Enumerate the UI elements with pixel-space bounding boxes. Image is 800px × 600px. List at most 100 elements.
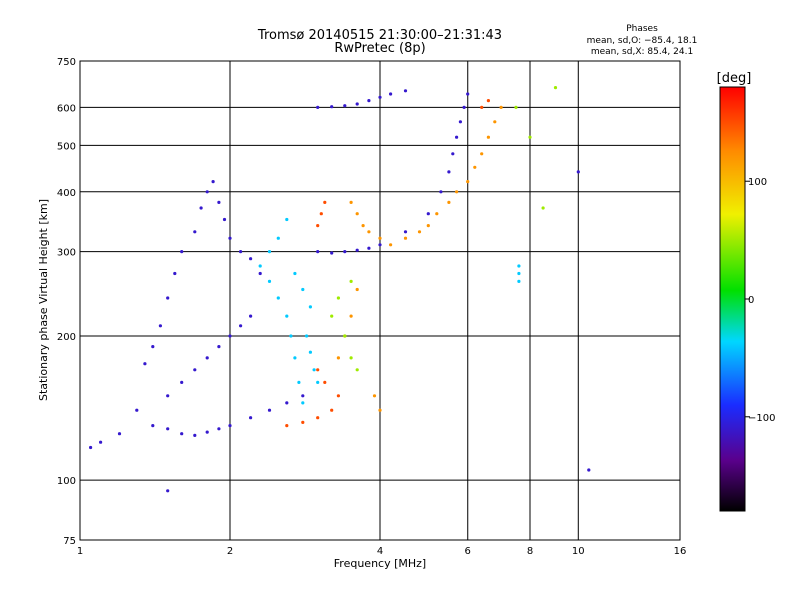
data-point xyxy=(316,380,320,384)
data-point xyxy=(447,170,451,174)
data-point xyxy=(267,279,272,283)
y-tick-label: 200 xyxy=(57,332,76,343)
data-point xyxy=(293,271,297,276)
data-point xyxy=(541,206,545,210)
data-point xyxy=(308,350,312,354)
data-point xyxy=(305,334,309,338)
data-point xyxy=(249,314,253,318)
data-point xyxy=(514,105,518,109)
data-point xyxy=(222,217,227,222)
data-point xyxy=(486,135,490,139)
colorbar-tick-label: −100 xyxy=(748,413,775,424)
data-point xyxy=(289,334,293,338)
data-point xyxy=(367,246,371,250)
data-point xyxy=(316,416,320,420)
x-tick-label: 4 xyxy=(377,546,383,557)
data-point xyxy=(367,99,371,103)
data-point xyxy=(205,430,209,434)
colorbar-tick-label: 100 xyxy=(748,177,767,188)
data-point xyxy=(285,401,289,405)
data-point xyxy=(330,105,334,109)
y-tick-label: 100 xyxy=(57,476,76,487)
data-point xyxy=(180,250,184,254)
data-point xyxy=(528,135,532,139)
data-point xyxy=(249,257,253,261)
data-point xyxy=(480,152,484,156)
x-axis-label: Frequency [MHz] xyxy=(334,557,426,570)
data-point xyxy=(330,408,334,412)
data-point xyxy=(517,264,521,268)
data-point xyxy=(323,200,327,204)
data-point xyxy=(330,251,334,255)
data-point xyxy=(499,105,503,109)
data-point xyxy=(435,212,439,216)
data-point xyxy=(378,243,382,247)
data-point xyxy=(297,380,301,384)
data-point xyxy=(217,427,221,431)
axis-ticks: 1 2 4 6 8 10 16 75 100 200 300 400 500 600 750 xyxy=(57,57,686,557)
data-point xyxy=(258,264,262,268)
chart-subtitle: RwPretec (8p) xyxy=(334,41,425,56)
data-point xyxy=(166,489,170,493)
data-point xyxy=(316,224,320,228)
data-point xyxy=(447,200,451,204)
data-point xyxy=(143,362,147,366)
data-point xyxy=(117,432,122,436)
data-point xyxy=(355,248,359,252)
data-point xyxy=(285,424,289,428)
data-point xyxy=(493,120,497,124)
data-point xyxy=(199,206,203,210)
data-point xyxy=(228,334,232,338)
data-point xyxy=(553,86,558,90)
data-point xyxy=(455,190,459,194)
data-point xyxy=(89,445,93,450)
data-point xyxy=(180,380,184,384)
data-point xyxy=(258,271,262,276)
data-point xyxy=(239,324,243,328)
data-point xyxy=(336,356,340,360)
data-point xyxy=(455,135,459,139)
data-point xyxy=(301,401,305,405)
colorbar-ticks: 100 0 −100 xyxy=(745,177,775,424)
data-point xyxy=(180,432,184,436)
data-point xyxy=(587,468,591,472)
colorbar-tick-label: 0 xyxy=(748,295,754,306)
x-tick-label: 6 xyxy=(465,546,471,557)
data-point xyxy=(276,296,280,300)
data-point xyxy=(217,200,221,204)
y-tick-label: 750 xyxy=(57,57,76,68)
x-tick-label: 16 xyxy=(674,546,687,557)
x-tick-label: 2 xyxy=(227,546,233,557)
data-point xyxy=(439,190,443,194)
data-point xyxy=(323,380,327,384)
data-point xyxy=(151,345,155,349)
data-point xyxy=(389,243,393,247)
data-point xyxy=(173,271,177,276)
legend-line-o: mean, sd,O: −85.4, 18.1 xyxy=(587,36,698,46)
data-point xyxy=(308,305,312,309)
data-point xyxy=(361,224,365,228)
y-tick-label: 400 xyxy=(57,188,76,199)
data-point xyxy=(135,408,139,412)
y-tick-label: 75 xyxy=(63,536,76,547)
data-point xyxy=(336,394,340,398)
data-point xyxy=(378,408,382,412)
data-point xyxy=(343,334,347,338)
data-point xyxy=(451,152,455,156)
data-point xyxy=(330,314,334,318)
data-point xyxy=(458,120,462,124)
y-tick-label: 500 xyxy=(57,141,76,152)
data-point xyxy=(355,368,359,372)
y-tick-label: 600 xyxy=(57,103,76,114)
data-point xyxy=(205,356,209,360)
data-point xyxy=(403,230,408,234)
data-point xyxy=(99,440,103,444)
data-point xyxy=(343,250,347,254)
data-point xyxy=(355,102,359,106)
data-point xyxy=(166,427,170,431)
data-point xyxy=(293,356,297,360)
data-point xyxy=(319,212,323,216)
data-point xyxy=(228,424,232,428)
data-point xyxy=(462,105,466,109)
